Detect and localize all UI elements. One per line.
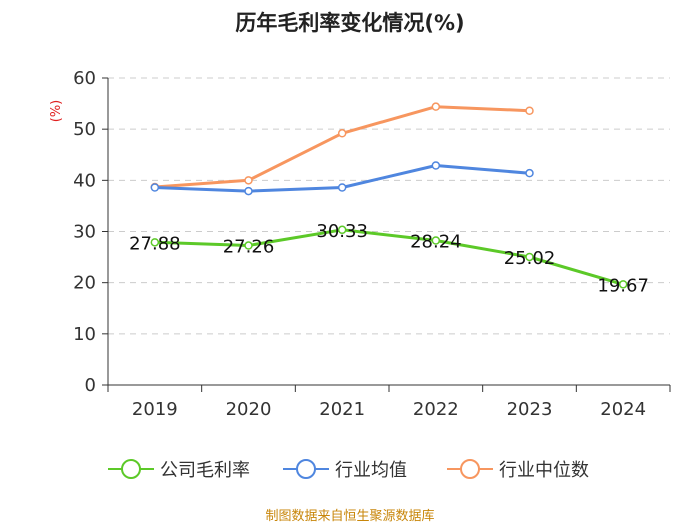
- point-公司毛利率-2020[interactable]: [244, 241, 253, 250]
- point-行业中位数-2022[interactable]: [431, 102, 441, 111]
- x-tick-label-2023: 2023: [507, 399, 553, 420]
- point-行业中位数-2021[interactable]: [337, 129, 347, 138]
- data-label-2022: 28.24: [410, 232, 462, 253]
- legend-item-行业均值[interactable]: 行业均值: [283, 459, 407, 481]
- grid-lines: [108, 77, 670, 335]
- point-公司毛利率-2021[interactable]: [337, 225, 347, 235]
- source-note: 制图数据来自恒生聚源数据库: [265, 508, 434, 524]
- legend-marker-行业均值: [296, 459, 316, 479]
- x-tick-label-2019: 2019: [132, 399, 178, 420]
- y-tick-label-50: 50: [73, 119, 96, 140]
- series-line-公司毛利率: [154, 228, 624, 286]
- point-行业中位数-2020[interactable]: [244, 176, 253, 185]
- point-行业均值-2019[interactable]: [150, 183, 160, 192]
- point-行业均值-2021[interactable]: [337, 183, 347, 192]
- legend-marker-公司毛利率: [121, 459, 141, 479]
- point-公司毛利率-2024[interactable]: [618, 280, 628, 289]
- y-tick-label-60: 60: [73, 68, 96, 89]
- point-行业均值-2023[interactable]: [525, 168, 534, 178]
- x-tick-label-2021: 2021: [319, 399, 365, 420]
- legend-label-公司毛利率: 公司毛利率: [160, 460, 250, 481]
- data-label-2024: 19.67: [597, 275, 649, 296]
- legend-marker-行业中位数: [460, 459, 480, 479]
- data-labels: 27.88 27.26 30.33 28.24 25.02 19.67: [129, 221, 649, 297]
- axes: 0 10 20 30 40 50 60 2019 2020 2021 2022 2023 2024: [73, 68, 671, 420]
- y-tick-label-40: 40: [73, 170, 96, 191]
- legend[interactable]: 公司毛利率 行业均值 行业中位数: [108, 459, 589, 481]
- x-tick-label-2022: 2022: [413, 399, 459, 420]
- series-layer: [150, 102, 628, 289]
- x-tick-label-2024: 2024: [600, 399, 646, 420]
- legend-label-行业中位数: 行业中位数: [499, 460, 589, 481]
- legend-item-公司毛利率[interactable]: 公司毛利率: [108, 459, 250, 481]
- data-label-2021: 30.33: [316, 221, 368, 242]
- x-tick-label-2020: 2020: [226, 399, 272, 420]
- point-公司毛利率-2019[interactable]: [150, 238, 160, 247]
- data-label-2019: 27.88: [129, 233, 181, 254]
- data-label-2023: 25.02: [504, 248, 556, 269]
- data-label-2020: 27.26: [223, 237, 275, 258]
- point-行业均值-2022[interactable]: [431, 161, 441, 170]
- point-公司毛利率-2023[interactable]: [525, 252, 534, 262]
- y-axis-label: (%): [49, 100, 64, 123]
- chart-title: 历年毛利率变化情况(%): [235, 11, 464, 35]
- legend-item-行业中位数[interactable]: 行业中位数: [447, 459, 589, 481]
- legend-label-行业均值: 行业均值: [335, 460, 407, 481]
- y-tick-label-0: 0: [85, 375, 96, 396]
- y-tick-label-10: 10: [73, 324, 96, 345]
- point-公司毛利率-2022[interactable]: [431, 236, 441, 245]
- y-tick-label-30: 30: [73, 222, 96, 243]
- series-line-行业中位数: [154, 105, 530, 189]
- point-行业中位数-2023[interactable]: [525, 106, 534, 115]
- point-行业均值-2020[interactable]: [244, 186, 253, 196]
- y-tick-label-20: 20: [73, 273, 96, 294]
